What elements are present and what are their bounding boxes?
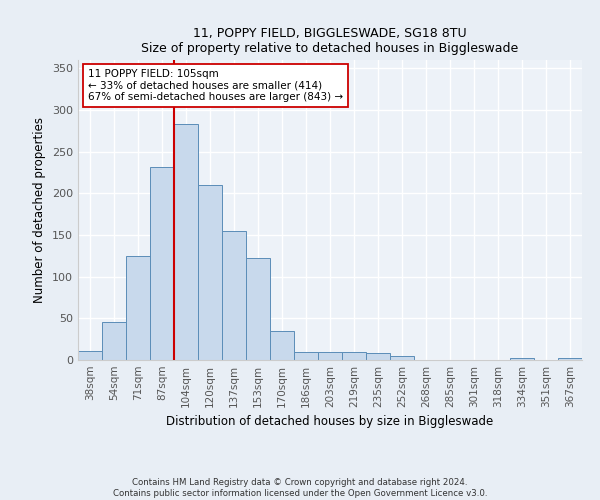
Bar (174, 124, 198, 360)
X-axis label: Distribution of detached houses by size in Biggleswade: Distribution of detached houses by size … (166, 416, 494, 428)
Bar (510, 358, 534, 360)
Bar (318, 352, 342, 360)
Bar (294, 352, 318, 360)
Bar (126, 256, 150, 360)
Bar (222, 231, 246, 360)
Bar (342, 352, 366, 360)
Bar (198, 185, 222, 360)
Text: Contains HM Land Registry data © Crown copyright and database right 2024.
Contai: Contains HM Land Registry data © Crown c… (113, 478, 487, 498)
Title: 11, POPPY FIELD, BIGGLESWADE, SG18 8TU
Size of property relative to detached hou: 11, POPPY FIELD, BIGGLESWADE, SG18 8TU S… (142, 26, 518, 54)
Bar (366, 354, 390, 360)
Bar (78, 351, 102, 360)
Bar (246, 258, 270, 360)
Y-axis label: Number of detached properties: Number of detached properties (34, 117, 46, 303)
Bar (390, 356, 414, 360)
Bar (150, 166, 174, 360)
Bar (558, 358, 582, 360)
Bar (102, 322, 126, 360)
Text: 11 POPPY FIELD: 105sqm
← 33% of detached houses are smaller (414)
67% of semi-de: 11 POPPY FIELD: 105sqm ← 33% of detached… (88, 69, 343, 102)
Bar (270, 331, 294, 360)
